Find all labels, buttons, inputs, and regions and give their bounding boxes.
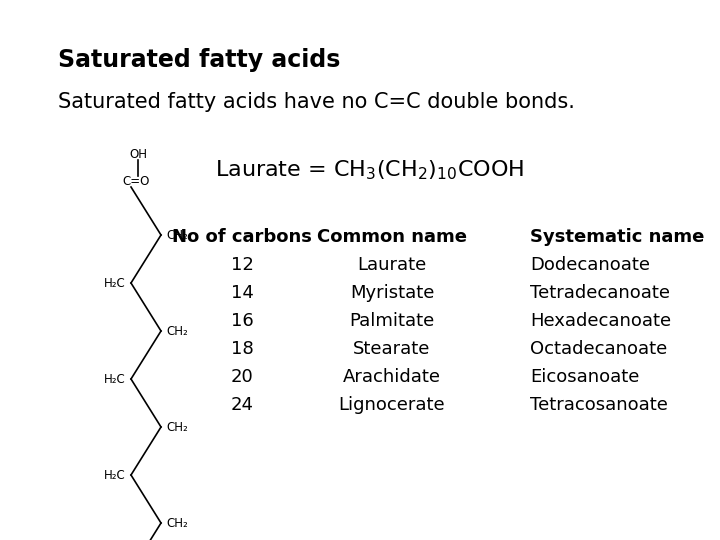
Text: Hexadecanoate: Hexadecanoate — [530, 312, 671, 330]
Text: CH₂: CH₂ — [166, 325, 188, 338]
Text: Eicosanoate: Eicosanoate — [530, 368, 639, 386]
Text: 24: 24 — [230, 396, 253, 414]
Text: H₂C: H₂C — [104, 373, 126, 386]
Text: Stearate: Stearate — [354, 340, 431, 358]
Text: H₂C: H₂C — [104, 277, 126, 290]
Text: H₂C: H₂C — [104, 469, 126, 482]
Text: 20: 20 — [230, 368, 253, 386]
Text: Systematic name: Systematic name — [530, 228, 704, 246]
Text: CH₂: CH₂ — [166, 517, 188, 530]
Text: 18: 18 — [230, 340, 253, 358]
Text: No of carbons: No of carbons — [172, 228, 312, 246]
Text: Lignocerate: Lignocerate — [338, 396, 445, 414]
Text: Palmitate: Palmitate — [349, 312, 435, 330]
Text: 14: 14 — [230, 284, 253, 302]
Text: 16: 16 — [230, 312, 253, 330]
Text: Tetracosanoate: Tetracosanoate — [530, 396, 668, 414]
Text: Myristate: Myristate — [350, 284, 434, 302]
Text: CH₂: CH₂ — [166, 229, 188, 242]
Text: Octadecanoate: Octadecanoate — [530, 340, 667, 358]
Text: CH₂: CH₂ — [166, 421, 188, 434]
Text: C=O: C=O — [122, 175, 149, 188]
Text: Laurate: Laurate — [357, 256, 427, 274]
Text: 12: 12 — [230, 256, 253, 274]
Text: Dodecanoate: Dodecanoate — [530, 256, 650, 274]
Text: Saturated fatty acids: Saturated fatty acids — [58, 48, 341, 72]
Text: OH: OH — [129, 148, 147, 161]
Text: Common name: Common name — [317, 228, 467, 246]
Text: Tetradecanoate: Tetradecanoate — [530, 284, 670, 302]
Text: Laurate = CH$_3$(CH$_2$)$_{10}$COOH: Laurate = CH$_3$(CH$_2$)$_{10}$COOH — [215, 158, 525, 181]
Text: Saturated fatty acids have no C=C double bonds.: Saturated fatty acids have no C=C double… — [58, 92, 575, 112]
Text: Arachidate: Arachidate — [343, 368, 441, 386]
